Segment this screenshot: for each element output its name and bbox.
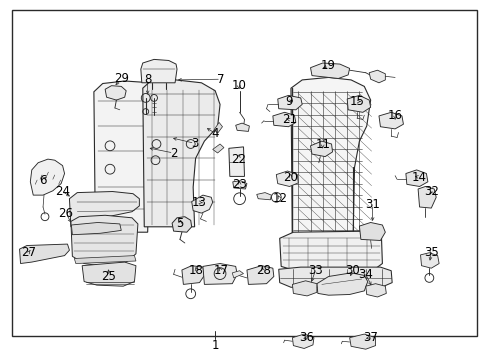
Text: 10: 10 — [231, 79, 245, 92]
Polygon shape — [365, 284, 386, 297]
Text: 25: 25 — [101, 270, 116, 283]
Polygon shape — [368, 70, 385, 83]
Text: 7: 7 — [217, 73, 224, 86]
Text: 11: 11 — [315, 138, 329, 151]
Polygon shape — [290, 77, 370, 239]
Polygon shape — [182, 266, 204, 284]
Polygon shape — [232, 181, 246, 189]
Polygon shape — [359, 222, 385, 240]
Text: 26: 26 — [59, 207, 73, 220]
Text: 36: 36 — [299, 331, 314, 344]
Polygon shape — [405, 170, 427, 186]
Text: 19: 19 — [321, 59, 335, 72]
Text: 17: 17 — [213, 264, 228, 277]
Polygon shape — [316, 273, 367, 295]
Text: 23: 23 — [232, 178, 246, 191]
Polygon shape — [246, 266, 273, 284]
Text: 22: 22 — [231, 153, 245, 166]
Polygon shape — [292, 334, 313, 348]
Polygon shape — [105, 86, 126, 100]
Polygon shape — [71, 215, 138, 266]
Polygon shape — [142, 80, 220, 227]
Text: 15: 15 — [349, 95, 364, 108]
Polygon shape — [71, 222, 121, 235]
Text: 32: 32 — [423, 185, 438, 198]
Text: 5: 5 — [176, 217, 183, 230]
Polygon shape — [141, 59, 177, 83]
Text: 16: 16 — [387, 109, 402, 122]
Polygon shape — [276, 171, 298, 186]
Text: 12: 12 — [272, 192, 286, 205]
Text: 29: 29 — [114, 72, 128, 85]
Text: 37: 37 — [363, 331, 377, 344]
Polygon shape — [228, 147, 244, 176]
Text: 6: 6 — [39, 174, 47, 186]
Polygon shape — [378, 112, 403, 129]
Text: 33: 33 — [307, 264, 322, 277]
Text: 18: 18 — [189, 264, 203, 277]
Text: 31: 31 — [365, 198, 379, 211]
Polygon shape — [172, 217, 191, 232]
Text: 4: 4 — [211, 127, 219, 140]
Polygon shape — [191, 195, 212, 213]
Polygon shape — [279, 231, 382, 272]
Polygon shape — [74, 256, 136, 264]
Polygon shape — [94, 81, 170, 232]
Text: 30: 30 — [344, 264, 359, 277]
Polygon shape — [292, 281, 316, 296]
Polygon shape — [232, 271, 243, 278]
Text: 2: 2 — [169, 147, 177, 159]
Text: 8: 8 — [143, 73, 151, 86]
Polygon shape — [420, 253, 438, 268]
Polygon shape — [30, 159, 64, 195]
Text: 3: 3 — [190, 137, 198, 150]
Polygon shape — [69, 192, 139, 227]
Text: 1: 1 — [211, 339, 219, 352]
Polygon shape — [346, 95, 370, 112]
Text: 27: 27 — [21, 246, 36, 259]
Text: 21: 21 — [282, 113, 296, 126]
Text: 35: 35 — [423, 246, 438, 259]
Polygon shape — [235, 123, 249, 131]
Polygon shape — [417, 186, 435, 208]
Text: 34: 34 — [358, 268, 372, 281]
Polygon shape — [272, 112, 295, 127]
Polygon shape — [310, 141, 332, 157]
Polygon shape — [256, 193, 271, 200]
Text: 9: 9 — [284, 95, 292, 108]
Polygon shape — [310, 63, 349, 78]
Text: 14: 14 — [411, 171, 426, 184]
Polygon shape — [278, 267, 391, 287]
Polygon shape — [214, 122, 222, 133]
Text: 20: 20 — [283, 171, 298, 184]
Text: 24: 24 — [55, 185, 70, 198]
Text: 13: 13 — [192, 196, 206, 209]
Polygon shape — [277, 95, 302, 110]
Polygon shape — [82, 262, 136, 286]
Polygon shape — [212, 144, 224, 153]
Polygon shape — [203, 264, 237, 284]
Polygon shape — [349, 334, 375, 349]
Text: 28: 28 — [255, 264, 270, 277]
Polygon shape — [20, 244, 69, 264]
